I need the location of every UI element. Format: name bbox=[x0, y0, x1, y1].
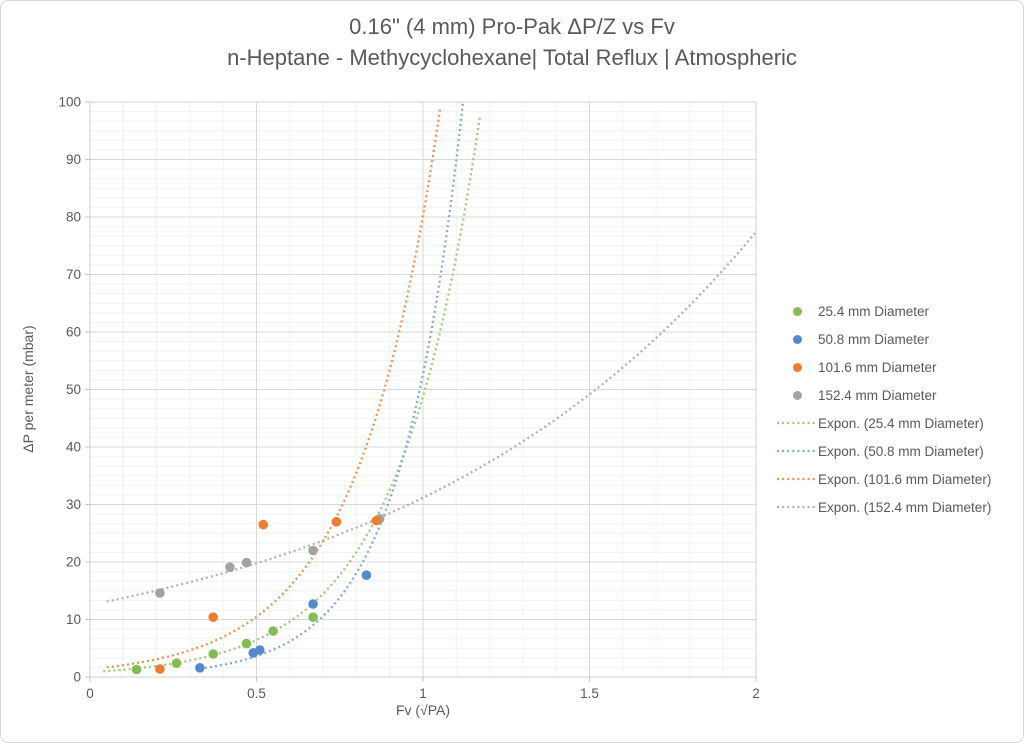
legend-marker-line bbox=[776, 420, 818, 426]
legend-marker-line bbox=[776, 476, 818, 482]
legend-marker-dot bbox=[776, 306, 818, 316]
data-point-152.4 mm Diameter bbox=[225, 562, 235, 572]
y-tick-label: 70 bbox=[66, 267, 81, 282]
data-point-101.6 mm Diameter bbox=[155, 664, 165, 674]
legend-item: Expon. (101.6 mm Diameter) bbox=[776, 465, 1016, 493]
legend-item: 50.8 mm Diameter bbox=[776, 325, 1016, 353]
x-tick-label: 0.5 bbox=[247, 686, 266, 701]
data-point-101.6 mm Diameter bbox=[331, 517, 342, 527]
trendline-Expon. (50.8 mm Diameter) bbox=[199, 101, 465, 670]
y-tick-label: 90 bbox=[66, 152, 81, 167]
y-tick-label: 50 bbox=[66, 382, 81, 397]
legend: 25.4 mm Diameter 50.8 mm Diameter 101.6 mm… bbox=[776, 297, 1016, 521]
legend-marker-dot bbox=[776, 390, 818, 400]
y-tick-label: 10 bbox=[66, 612, 81, 627]
series-dot-icon bbox=[792, 362, 802, 372]
x-tick-label: 2 bbox=[752, 686, 760, 701]
legend-label: Expon. (50.8 mm Diameter) bbox=[818, 443, 984, 459]
legend-label: 101.6 mm Diameter bbox=[818, 359, 937, 375]
data-point-152.4 mm Diameter bbox=[155, 588, 165, 598]
data-point-25.4 mm Diameter bbox=[171, 658, 182, 668]
legend-label: 152.4 mm Diameter bbox=[818, 387, 937, 403]
data-point-152.4 mm Diameter bbox=[308, 545, 318, 556]
legend-marker-dot bbox=[776, 334, 818, 344]
data-point-152.4 mm Diameter bbox=[241, 557, 252, 568]
series-dot-icon bbox=[792, 390, 802, 400]
y-tick-label: 30 bbox=[66, 497, 81, 512]
data-point-50.8 mm Diameter bbox=[361, 570, 372, 580]
data-point-25.4 mm Diameter bbox=[308, 612, 318, 622]
x-axis-title: Fv (√PA) bbox=[395, 702, 451, 718]
data-point-25.4 mm Diameter bbox=[268, 626, 278, 636]
y-tick-label: 60 bbox=[66, 325, 81, 340]
legend-marker-line bbox=[776, 448, 818, 454]
chart-title-line2: n-Heptane - Methycyclohexane| Total Refl… bbox=[227, 45, 797, 70]
chart-title-line1: 0.16" (4 mm) Pro-Pak ΔP/Z vs Fv bbox=[349, 14, 675, 39]
legend-item: Expon. (50.8 mm Diameter) bbox=[776, 437, 1016, 465]
legend-item: Expon. (25.4 mm Diameter) bbox=[776, 409, 1016, 437]
data-point-50.8 mm Diameter bbox=[254, 645, 265, 655]
legend-item: 152.4 mm Diameter bbox=[776, 381, 1016, 409]
trendline-sample-icon bbox=[777, 449, 817, 453]
y-tick-label: 20 bbox=[66, 555, 81, 570]
data-point-50.8 mm Diameter bbox=[308, 599, 318, 609]
x-tick-label: 0 bbox=[86, 686, 94, 701]
chart-title: 0.16" (4 mm) Pro-Pak ΔP/Z vs Fv n-Heptan… bbox=[1, 11, 1023, 73]
data-point-50.8 mm Diameter bbox=[195, 663, 205, 673]
trendline-Expon. (25.4 mm Diameter) bbox=[103, 117, 481, 673]
legend-label: 50.8 mm Diameter bbox=[818, 331, 930, 347]
legend-label: Expon. (101.6 mm Diameter) bbox=[818, 471, 992, 487]
trendline-Expon. (101.6 mm Diameter) bbox=[106, 107, 442, 669]
y-axis-title: ΔP per meter (mbar) bbox=[20, 325, 36, 453]
series-dot-icon bbox=[792, 306, 802, 316]
legend-item: Expon. (152.4 mm Diameter) bbox=[776, 493, 1016, 521]
trendline-sample-icon bbox=[777, 477, 817, 481]
y-tick-label: 80 bbox=[66, 210, 81, 225]
legend-label: 25.4 mm Diameter bbox=[818, 303, 930, 319]
data-point-101.6 mm Diameter bbox=[258, 519, 269, 530]
trendline-sample-icon bbox=[777, 505, 817, 509]
data-point-25.4 mm Diameter bbox=[241, 638, 252, 649]
series-dot-icon bbox=[792, 334, 802, 344]
data-point-25.4 mm Diameter bbox=[131, 664, 142, 675]
y-tick-label: 40 bbox=[66, 440, 81, 455]
legend-label: Expon. (152.4 mm Diameter) bbox=[818, 499, 992, 515]
data-point-101.6 mm Diameter bbox=[371, 515, 382, 526]
trendline-sample-icon bbox=[777, 421, 817, 425]
legend-marker-dot bbox=[776, 362, 818, 372]
x-tick-label: 1.5 bbox=[580, 686, 599, 701]
y-tick-label: 100 bbox=[58, 95, 81, 110]
legend-marker-line bbox=[776, 504, 818, 510]
legend-item: 101.6 mm Diameter bbox=[776, 353, 1016, 381]
legend-label: Expon. (25.4 mm Diameter) bbox=[818, 415, 984, 431]
trendline-Expon. (152.4 mm Diameter) bbox=[106, 230, 757, 603]
x-tick-label: 1 bbox=[419, 686, 427, 701]
y-tick-label: 0 bbox=[73, 670, 81, 685]
legend-item: 25.4 mm Diameter bbox=[776, 297, 1016, 325]
data-point-25.4 mm Diameter bbox=[208, 649, 218, 659]
data-point-101.6 mm Diameter bbox=[208, 612, 218, 622]
